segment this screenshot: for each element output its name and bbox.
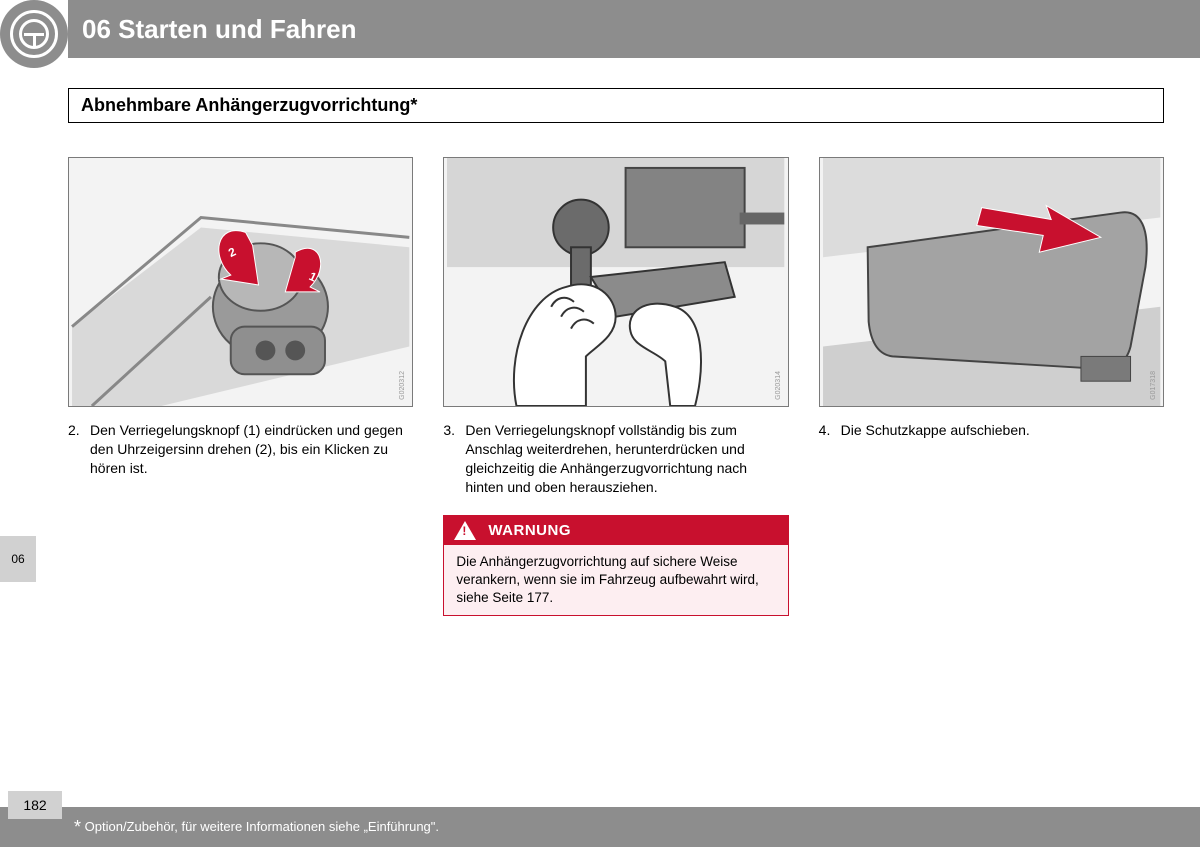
figure-2: G020314 <box>443 157 788 407</box>
chapter-title: 06 Starten und Fahren <box>82 14 357 45</box>
column-1: 1 2 G020312 2. Den Verriegelungsknopf (1… <box>68 157 413 616</box>
figure-3-code: G017318 <box>1150 371 1157 400</box>
column-2: G020314 3. Den Verriegelungsknopf vollst… <box>443 157 788 616</box>
content-columns: 1 2 G020312 2. Den Verriegelungsknopf (1… <box>68 157 1164 616</box>
warning-label: WARNUNG <box>488 522 571 539</box>
section-title-box: Abnehmbare Anhängerzugvorrichtung* <box>68 88 1164 123</box>
step-4: 4. Die Schutzkappe aufschieben. <box>819 421 1164 440</box>
steering-wheel-icon <box>0 0 68 68</box>
step-2-text: Den Verriegelungsknopf (1) eindrücken un… <box>90 421 413 478</box>
warning-box: WARNUNG Die Anhängerzugvorrichtung auf s… <box>443 515 788 617</box>
figure-1: 1 2 G020312 <box>68 157 413 407</box>
warning-body: Die Anhängerzugvorrichtung auf sichere W… <box>444 545 787 616</box>
warning-header: WARNUNG <box>444 516 787 545</box>
figure-2-code: G020314 <box>775 371 782 400</box>
step-2-number: 2. <box>68 421 90 478</box>
footer-bar: * Option/Zubehör, für weitere Informatio… <box>0 807 1200 847</box>
step-3: 3. Den Verriegelungsknopf vollständig bi… <box>443 421 788 497</box>
footer-note: * Option/Zubehör, für weitere Informatio… <box>74 817 439 838</box>
warning-icon <box>454 521 476 540</box>
step-3-number: 3. <box>443 421 465 497</box>
figure-3: G017318 <box>819 157 1164 407</box>
figure-1-code: G020312 <box>399 371 406 400</box>
step-4-number: 4. <box>819 421 841 440</box>
chapter-side-tab: 06 <box>0 536 36 582</box>
step-4-text: Die Schutzkappe aufschieben. <box>841 421 1164 440</box>
section-title: Abnehmbare Anhängerzugvorrichtung* <box>81 95 417 115</box>
step-3-text: Den Verriegelungsknopf vollständig bis z… <box>465 421 788 497</box>
column-3: G017318 4. Die Schutzkappe aufschieben. <box>819 157 1164 616</box>
step-2: 2. Den Verriegelungsknopf (1) eindrücken… <box>68 421 413 478</box>
chapter-header: 06 Starten und Fahren <box>68 0 1200 58</box>
page-number: 182 <box>8 791 62 819</box>
